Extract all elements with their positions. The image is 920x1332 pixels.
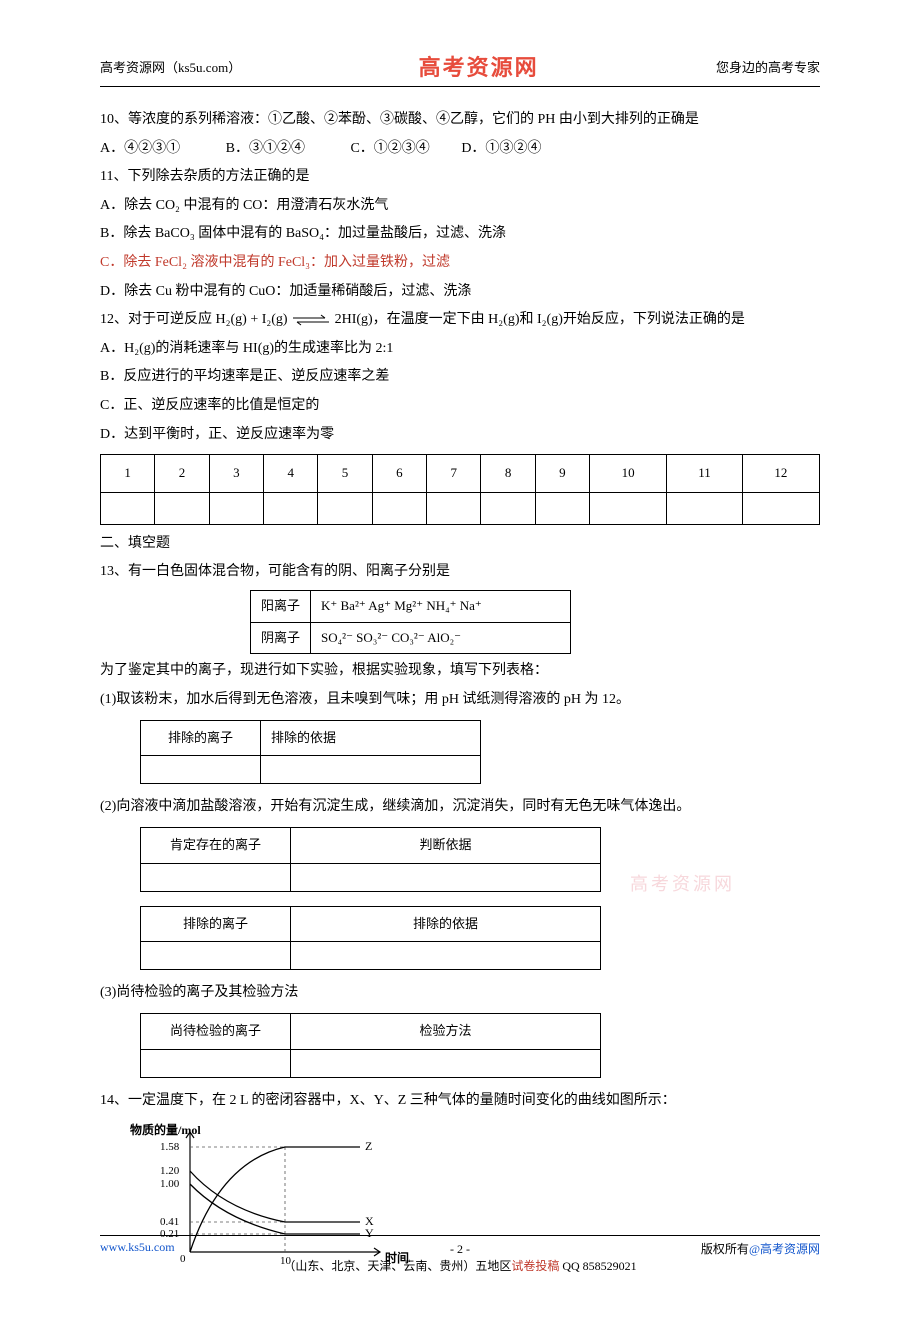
cation-label: 阳离子 bbox=[251, 591, 311, 623]
col-6: 6 bbox=[372, 455, 426, 493]
ytick-041: 0.41 bbox=[160, 1216, 179, 1228]
col-2: 2 bbox=[155, 455, 209, 493]
col-8: 8 bbox=[481, 455, 535, 493]
q10-opt-b: B．③①②④ bbox=[226, 141, 305, 156]
q12-opt-c: C．正、逆反应速率的比值是恒定的 bbox=[100, 393, 820, 420]
q13-table3: 排除的离子排除的依据 bbox=[140, 906, 601, 971]
q11-opt-c: C．除去 FeCl₂ 溶液中混有的 FeCl₃：加入过量铁粉，过滤 bbox=[100, 250, 820, 277]
col-11: 11 bbox=[667, 455, 743, 493]
q13-table1: 排除的离子排除的依据 bbox=[140, 720, 481, 785]
q10-opt-c: C．①②③④ bbox=[350, 141, 429, 156]
q13-intro2: 为了鉴定其中的离子，现进行如下实验，根据实验现象，填写下列表格： bbox=[100, 658, 820, 685]
t3h1: 排除的离子 bbox=[141, 906, 291, 942]
q13-p2: (2)向溶液中滴加盐酸溶液，开始有沉淀生成，继续滴加，沉淀消失，同时有无色无味气… bbox=[100, 794, 820, 821]
y-axis-label: 物质的量/mol bbox=[130, 1122, 201, 1137]
col-5: 5 bbox=[318, 455, 372, 493]
q12-text-b: 2HI(g)，在温度一定下由 H₂(g)和 I₂(g)开始反应，下列说法正确的是 bbox=[331, 312, 745, 327]
q10-opt-a: A．④②③① bbox=[100, 141, 180, 156]
ytick-120: 1.20 bbox=[160, 1165, 180, 1177]
equilibrium-arrow-icon bbox=[291, 314, 331, 326]
footer-center: - 2 - （山东、北京、天津、云南、贵州）五地区试卷投稿 QQ 8585290… bbox=[0, 1242, 920, 1274]
q11-opt-b: B．除去 BaCO₃ 固体中混有的 BaSO₄：加过量盐酸后，过滤、洗涤 bbox=[100, 221, 820, 248]
section-2-title: 二、填空题 bbox=[100, 531, 820, 558]
q12-text-a: 12、对于可逆反应 H₂(g) + I₂(g) bbox=[100, 312, 291, 327]
header-right: 您身边的高考专家 bbox=[716, 57, 820, 76]
t4h1: 尚待检验的离子 bbox=[141, 1013, 291, 1049]
t4h2: 检验方法 bbox=[291, 1013, 601, 1049]
q13-p3: (3)尚待检验的离子及其检验方法 bbox=[100, 980, 820, 1007]
q12-opt-b: B．反应进行的平均速率是正、逆反应速率之差 bbox=[100, 364, 820, 391]
footer-center-a: （山东、北京、天津、云南、贵州）五地区 bbox=[283, 1259, 511, 1273]
ytick-158: 1.58 bbox=[160, 1141, 180, 1153]
col-10: 10 bbox=[590, 455, 667, 493]
watermark: 高考资源网 bbox=[630, 870, 735, 896]
t3h2: 排除的依据 bbox=[291, 906, 601, 942]
footer-page: - 2 - bbox=[450, 1242, 470, 1256]
anion-label: 阴离子 bbox=[251, 622, 311, 654]
q13-table4: 尚待检验的离子检验方法 bbox=[140, 1013, 601, 1078]
q12-opt-a: A．H₂(g)的消耗速率与 HI(g)的生成速率比为 2:1 bbox=[100, 336, 820, 363]
q14-text: 14、一定温度下，在 2 L 的密闭容器中，X、Y、Z 三种气体的量随时间变化的… bbox=[100, 1088, 820, 1115]
q11-text: 11、下列除去杂质的方法正确的是 bbox=[100, 164, 820, 191]
q10-options: A．④②③① B．③①②④ C．①②③④ D．①③②④ bbox=[100, 136, 820, 163]
answer-grid-header: 1 2 3 4 5 6 7 8 9 10 11 12 bbox=[101, 455, 820, 493]
footer-center-b: 试卷投稿 bbox=[511, 1259, 559, 1273]
t2h2: 判断依据 bbox=[291, 827, 601, 863]
q12-opt-d: D．达到平衡时，正、逆反应速率为零 bbox=[100, 422, 820, 449]
answer-grid: 1 2 3 4 5 6 7 8 9 10 11 12 bbox=[100, 454, 820, 525]
t1h2: 排除的依据 bbox=[261, 720, 481, 756]
col-7: 7 bbox=[427, 455, 481, 493]
q13-table2: 肯定存在的离子判断依据 bbox=[140, 827, 601, 892]
answer-grid-blank bbox=[101, 492, 820, 524]
col-4: 4 bbox=[264, 455, 318, 493]
ion-table: 阳离子K⁺ Ba²⁺ Ag⁺ Mg²⁺ NH₄⁺ Na⁺ 阴离子SO₄²⁻ SO… bbox=[250, 590, 571, 654]
q11-opt-a: A．除去 CO₂ 中混有的 CO：用澄清石灰水洗气 bbox=[100, 193, 820, 220]
t1h1: 排除的离子 bbox=[141, 720, 261, 756]
series-y bbox=[190, 1184, 360, 1234]
q13-text: 13、有一白色固体混合物，可能含有的阴、阳离子分别是 bbox=[100, 559, 820, 586]
header-logo-text: 高考资源网 bbox=[419, 50, 539, 82]
col-9: 9 bbox=[535, 455, 589, 493]
anion-list: SO₄²⁻ SO₃²⁻ CO₃²⁻ AlO₂⁻ bbox=[311, 622, 571, 654]
q10-text: 10、等浓度的系列稀溶液：①乙酸、②苯酚、③碳酸、④乙醇，它们的 PH 由小到大… bbox=[100, 107, 820, 134]
page-header: 高考资源网（ks5u.com） 高考资源网 您身边的高考专家 bbox=[100, 50, 820, 87]
ytick-100: 1.00 bbox=[160, 1178, 180, 1190]
q10-opt-d: D．①③②④ bbox=[461, 141, 541, 156]
q11-opt-d: D．除去 Cu 粉中混有的 CuO：加适量稀硝酸后，过滤、洗涤 bbox=[100, 279, 820, 306]
q13-p1: (1)取该粉末，加水后得到无色溶液，且未嗅到气味；用 pH 试纸测得溶液的 pH… bbox=[100, 687, 820, 714]
label-z: Z bbox=[365, 1139, 372, 1153]
col-1: 1 bbox=[101, 455, 155, 493]
t2h1: 肯定存在的离子 bbox=[141, 827, 291, 863]
cation-list: K⁺ Ba²⁺ Ag⁺ Mg²⁺ NH₄⁺ Na⁺ bbox=[311, 591, 571, 623]
footer-center-c: QQ 858529021 bbox=[559, 1259, 636, 1273]
q12-text: 12、对于可逆反应 H₂(g) + I₂(g) 2HI(g)，在温度一定下由 H… bbox=[100, 307, 820, 334]
col-3: 3 bbox=[209, 455, 263, 493]
document-body: 10、等浓度的系列稀溶液：①乙酸、②苯酚、③碳酸、④乙醇，它们的 PH 由小到大… bbox=[100, 107, 820, 1272]
series-x bbox=[190, 1171, 360, 1222]
header-left: 高考资源网（ks5u.com） bbox=[100, 57, 241, 76]
col-12: 12 bbox=[742, 455, 819, 493]
